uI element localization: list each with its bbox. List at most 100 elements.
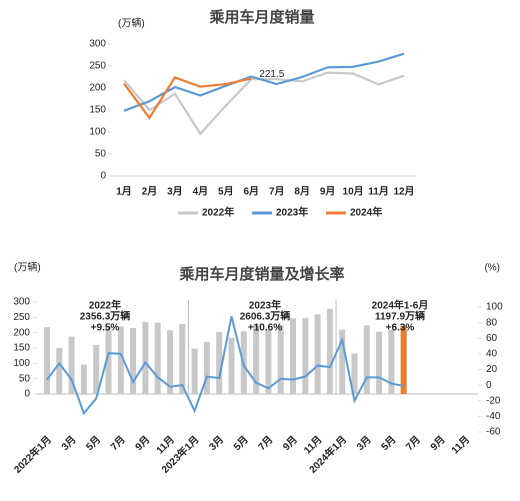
bar — [56, 348, 63, 394]
data-label: 221.5 — [259, 69, 284, 80]
line — [123, 52, 405, 112]
x-tick-label: 6月 — [243, 186, 259, 198]
x-tick-label: 5月 — [218, 186, 234, 198]
bar — [363, 325, 370, 394]
x-tick-label: 7月 — [403, 434, 422, 453]
annotation: +6.3% — [386, 323, 415, 334]
x-tick-label: 7月 — [256, 434, 275, 453]
x-tick-label: 12月 — [393, 186, 414, 198]
y2-tick-label: 60 — [486, 333, 498, 344]
bar — [167, 330, 173, 394]
x-tick-label: 4月 — [193, 186, 209, 198]
x-tick-label: 2月 — [142, 186, 158, 198]
y-axis-label: (万辆) — [118, 17, 145, 30]
y-tick-label: 150 — [13, 343, 30, 354]
bar — [339, 329, 346, 394]
bar — [290, 318, 296, 394]
x-tick-label: 5月 — [231, 434, 250, 453]
legend-label: 2023年 — [276, 206, 308, 219]
line — [123, 71, 405, 136]
bar — [265, 329, 272, 394]
bar — [302, 317, 309, 394]
bar — [376, 331, 383, 394]
x-tick-label: 2022年1月 — [11, 433, 54, 476]
bar — [154, 322, 161, 394]
y2-tick-label: 40 — [486, 349, 498, 360]
x-tick-label: 5月 — [379, 434, 398, 453]
bar — [117, 326, 124, 394]
line — [123, 76, 252, 120]
x-tick-label: 3月 — [59, 434, 78, 453]
bar — [130, 328, 137, 394]
x-tick-label: 11月 — [368, 186, 389, 198]
x-tick-label: 11月 — [302, 434, 325, 457]
y-tick-label: 300 — [13, 297, 30, 308]
x-tick-label: 9月 — [280, 434, 299, 453]
y-tick-label: 0 — [100, 171, 106, 182]
annotation: 2024年1-6月 — [372, 299, 429, 312]
y-tick-label: 50 — [19, 373, 31, 384]
y-tick-label: 250 — [89, 61, 106, 72]
annotation: 1197.9万辆 — [375, 310, 425, 323]
chart-title: 乘用车月度销量 — [208, 8, 314, 26]
y2-tick-label: 80 — [486, 317, 498, 328]
bar — [105, 326, 112, 394]
y-axis-label: (万辆) — [14, 261, 41, 274]
y2-tick-label: -40 — [486, 411, 501, 422]
annotation: 2606.3万辆 — [240, 310, 291, 323]
bar — [253, 324, 260, 394]
x-tick-label: 7月 — [269, 186, 285, 198]
x-tick-label: 3月 — [354, 434, 373, 453]
bar — [44, 327, 50, 394]
y-tick-label: 150 — [89, 105, 106, 116]
x-tick-label: 9月 — [320, 186, 336, 198]
line — [46, 316, 404, 416]
y-tick-label: 0 — [24, 389, 30, 400]
x-tick-label: 9月 — [133, 434, 152, 453]
annotation: 2022年 — [89, 299, 121, 312]
bar — [351, 353, 358, 394]
y2-tick-label: 20 — [486, 364, 498, 375]
bar — [93, 344, 100, 394]
bar — [400, 326, 407, 394]
y2-tick-label: -20 — [486, 395, 501, 406]
y-tick-label: 200 — [89, 83, 106, 94]
y2-tick-label: -60 — [486, 427, 501, 438]
x-tick-label: 5月 — [84, 434, 103, 453]
bar — [326, 308, 333, 394]
annotation: +9.5% — [91, 323, 120, 334]
y-tick-label: 250 — [13, 312, 30, 323]
legend-label: 2022年 — [202, 206, 234, 219]
x-tick-label: 3月 — [207, 434, 226, 453]
bar — [388, 329, 395, 394]
x-tick-label: 7月 — [108, 434, 127, 453]
bar — [179, 324, 186, 394]
y-tick-label: 100 — [89, 127, 106, 138]
legend-label: 2024年 — [350, 206, 382, 219]
x-tick-label: 8月 — [294, 186, 310, 198]
x-tick-label: 10月 — [343, 186, 364, 198]
bar — [68, 336, 75, 394]
chart-title: 乘用车月度销量及增长率 — [178, 265, 344, 283]
bar — [216, 332, 223, 394]
y-tick-label: 200 — [13, 327, 30, 338]
x-tick-label: 3月 — [167, 186, 183, 198]
x-tick-label: 1月 — [116, 186, 132, 198]
annotation: 2356.3万辆 — [80, 310, 131, 323]
x-tick-label: 11月 — [154, 434, 177, 457]
x-tick-label: 11月 — [449, 434, 472, 457]
y2-tick-label: 100 — [486, 302, 503, 313]
x-tick-label: 9月 — [428, 434, 447, 453]
y2-axis-label: (%) — [484, 263, 500, 274]
y2-tick-label: 0 — [486, 380, 492, 391]
bar — [191, 348, 198, 394]
annotation: +10.6% — [248, 323, 282, 334]
bar — [277, 325, 284, 394]
bar — [203, 341, 210, 394]
y-tick-label: 100 — [13, 358, 30, 369]
annotation: 2023年 — [249, 299, 281, 312]
bar — [80, 364, 87, 394]
y-tick-label: 50 — [95, 149, 107, 160]
bar — [228, 337, 235, 394]
